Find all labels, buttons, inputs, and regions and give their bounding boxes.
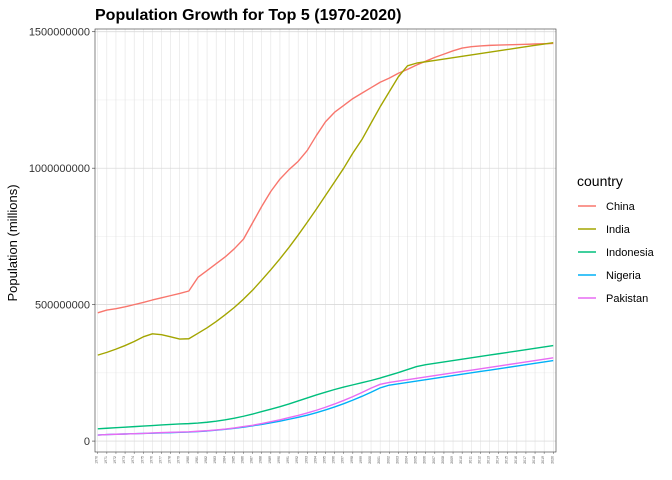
x-tick-label: 2019	[541, 456, 545, 464]
x-tick-label: 1988	[259, 456, 263, 464]
x-tick-label: 1985	[231, 456, 235, 464]
y-axis-label: Population (millions)	[5, 184, 20, 301]
x-tick-label: 1971	[104, 456, 108, 464]
x-tick-label: 1987	[250, 456, 254, 464]
x-tick-label: 2002	[386, 456, 390, 464]
y-tick-label: 0	[84, 436, 90, 448]
x-tick-label: 2014	[496, 456, 500, 464]
x-tick-label: 2017	[523, 456, 527, 464]
x-tick-label: 2012	[477, 456, 481, 464]
x-tick-label: 1999	[359, 456, 363, 464]
x-tick-label: 1977	[159, 456, 163, 464]
x-tick-label: 1973	[122, 456, 126, 464]
x-tick-label: 1970	[95, 456, 99, 464]
x-tick-label: 2020	[550, 456, 554, 464]
series-line-pakistan	[97, 357, 554, 436]
x-tick-label: 1974	[131, 456, 135, 464]
x-tick-label: 1989	[268, 456, 272, 464]
legend-label-indonesia: Indonesia	[606, 247, 655, 259]
x-tick-label: 1978	[168, 456, 172, 464]
x-tick-label: 2011	[468, 456, 472, 464]
x-tick-label: 2005	[414, 456, 418, 464]
x-tick-label: 2016	[514, 456, 518, 464]
x-tick-label: 1981	[195, 456, 199, 464]
x-tick-label: 1996	[332, 456, 336, 464]
x-tick-label: 1986	[241, 456, 245, 464]
y-tick-label: 1000000000	[29, 163, 90, 175]
x-tick-label: 2006	[423, 456, 427, 464]
x-tick-label: 2010	[459, 456, 463, 464]
x-axis: 1970 1971 1972 1973 1974 1975 1976 1977 1978 1979…	[95, 452, 554, 464]
x-tick-label: 1982	[204, 456, 208, 464]
x-tick-label: 1972	[113, 456, 117, 464]
series-lines	[97, 41, 554, 436]
legend-label-pakistan: Pakistan	[606, 293, 648, 305]
legend-label-india: India	[606, 224, 631, 236]
y-axis: 0 500000000 1000000000 1500000000	[29, 27, 95, 448]
series-line-india	[97, 41, 554, 356]
x-tick-label: 1975	[140, 456, 144, 464]
x-tick-label: 2001	[377, 456, 381, 464]
x-tick-label: 2013	[486, 456, 490, 464]
x-tick-label: 1983	[213, 456, 217, 464]
x-tick-label: 2015	[505, 456, 509, 464]
legend-label-china: China	[606, 201, 636, 213]
x-tick-label: 1979	[177, 456, 181, 464]
legend: country China India Indonesia Nigeria Pakist…	[577, 173, 655, 305]
x-tick-label: 2009	[450, 456, 454, 464]
x-tick-label: 1995	[323, 456, 327, 464]
x-tick-label: 1976	[149, 456, 153, 464]
x-tick-label: 1990	[277, 456, 281, 464]
y-tick-label: 500000000	[35, 300, 90, 312]
x-tick-label: 2007	[432, 456, 436, 464]
legend-label-nigeria: Nigeria	[606, 270, 642, 282]
chart-title: Population Growth for Top 5 (1970-2020)	[95, 7, 401, 24]
x-tick-label: 2003	[395, 456, 399, 464]
x-tick-label: 2004	[404, 456, 408, 464]
grid-major	[95, 29, 556, 452]
x-tick-label: 1984	[222, 456, 226, 464]
x-tick-label: 1992	[295, 456, 299, 464]
x-tick-label: 1998	[350, 456, 354, 464]
x-tick-label: 1994	[313, 456, 317, 464]
x-tick-label: 2008	[441, 456, 445, 464]
x-tick-label: 1980	[186, 456, 190, 464]
series-line-indonesia	[97, 344, 554, 430]
x-tick-label: 1997	[341, 456, 345, 464]
series-line-china	[97, 42, 554, 314]
legend-title: country	[577, 173, 623, 189]
x-tick-label: 1991	[286, 456, 290, 464]
x-tick-label: 1993	[304, 456, 308, 464]
x-tick-label: 2018	[532, 456, 536, 464]
y-tick-label: 1500000000	[29, 27, 90, 39]
x-tick-label: 2000	[368, 456, 372, 464]
